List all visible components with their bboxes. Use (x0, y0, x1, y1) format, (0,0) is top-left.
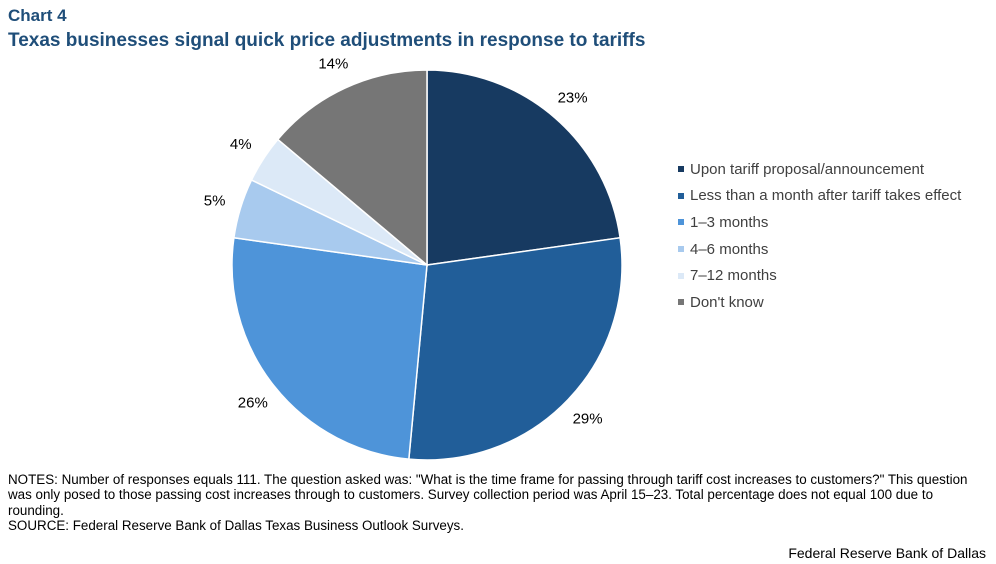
legend-label: 7–12 months (690, 267, 777, 285)
data-label: 29% (573, 410, 603, 427)
legend-swatch (678, 192, 684, 199)
notes-text: NOTES: Number of responses equals 111. T… (8, 472, 968, 518)
data-label: 26% (238, 395, 268, 412)
legend-item: 7–12 months (678, 262, 961, 289)
legend-swatch (678, 246, 684, 253)
data-label: 5% (204, 192, 226, 209)
data-label: 4% (230, 136, 252, 153)
credit: Federal Reserve Bank of Dallas (788, 545, 986, 561)
notes: NOTES: Number of responses equals 111. T… (8, 472, 988, 534)
pie-slice (231, 236, 428, 460)
data-label: 23% (558, 89, 588, 106)
pie-slice (408, 236, 623, 461)
pie-slice (276, 69, 428, 267)
legend-item: 1–3 months (678, 209, 961, 236)
legend-item: Less than a month after tariff takes eff… (678, 183, 961, 210)
legend-item: 4–6 months (678, 236, 961, 263)
legend-swatch (678, 219, 684, 226)
legend-item: Upon tariff proposal/announcement (678, 156, 961, 183)
data-label: 14% (318, 56, 348, 73)
legend-swatch (678, 166, 684, 173)
legend-label: Upon tariff proposal/announcement (690, 160, 925, 178)
legend-swatch (678, 299, 684, 306)
legend-label: Less than a month after tariff takes eff… (690, 187, 962, 205)
legend-label: Don't know (690, 293, 764, 311)
legend-label: 4–6 months (690, 240, 769, 258)
chart-title: Texas businesses signal quick price adju… (8, 30, 646, 51)
chart-label: Chart 4 (8, 6, 67, 25)
legend-label: 1–3 months (690, 213, 769, 231)
pie-slice (426, 69, 621, 266)
legend: Upon tariff proposal/announcement Less t… (678, 156, 961, 316)
legend-item: Don't know (678, 289, 961, 316)
legend-swatch (678, 272, 684, 279)
source-text: SOURCE: Federal Reserve Bank of Dallas T… (8, 518, 464, 534)
